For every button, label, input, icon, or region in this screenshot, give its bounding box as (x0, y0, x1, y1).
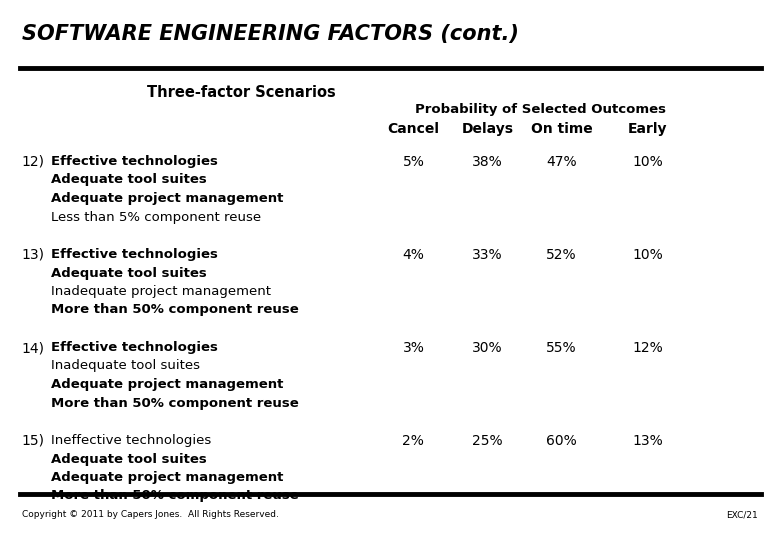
Text: More than 50% component reuse: More than 50% component reuse (51, 396, 299, 409)
Text: 3%: 3% (402, 341, 424, 355)
Text: 10%: 10% (632, 248, 663, 262)
Text: 60%: 60% (546, 434, 577, 448)
Text: 15): 15) (22, 434, 44, 448)
Text: Inadequate project management: Inadequate project management (51, 285, 271, 298)
Text: 2%: 2% (402, 434, 424, 448)
Text: Effective technologies: Effective technologies (51, 155, 218, 168)
Text: 38%: 38% (472, 155, 503, 169)
Text: 52%: 52% (546, 248, 577, 262)
Text: On time: On time (530, 122, 593, 136)
Text: More than 50% component reuse: More than 50% component reuse (51, 489, 299, 503)
Text: 47%: 47% (546, 155, 577, 169)
Text: Inadequate tool suites: Inadequate tool suites (51, 360, 200, 373)
Text: Cancel: Cancel (388, 122, 439, 136)
Text: SOFTWARE ENGINEERING FACTORS (cont.): SOFTWARE ENGINEERING FACTORS (cont.) (22, 24, 519, 44)
Text: Effective technologies: Effective technologies (51, 248, 218, 261)
Text: Less than 5% component reuse: Less than 5% component reuse (51, 211, 261, 224)
Text: Early: Early (628, 122, 667, 136)
Text: Adequate project management: Adequate project management (51, 471, 283, 484)
Text: 10%: 10% (632, 155, 663, 169)
Text: 5%: 5% (402, 155, 424, 169)
Text: Adequate project management: Adequate project management (51, 378, 283, 391)
Text: Adequate project management: Adequate project management (51, 192, 283, 205)
Text: 13%: 13% (632, 434, 663, 448)
Text: Ineffective technologies: Ineffective technologies (51, 434, 211, 447)
Text: 30%: 30% (472, 341, 503, 355)
Text: Probability of Selected Outcomes: Probability of Selected Outcomes (415, 103, 666, 116)
Text: Adequate tool suites: Adequate tool suites (51, 173, 207, 186)
Text: Delays: Delays (462, 122, 513, 136)
Text: 33%: 33% (472, 248, 503, 262)
Text: More than 50% component reuse: More than 50% component reuse (51, 303, 299, 316)
Text: Adequate tool suites: Adequate tool suites (51, 267, 207, 280)
Text: 13): 13) (22, 248, 44, 262)
Text: Adequate tool suites: Adequate tool suites (51, 453, 207, 465)
Text: 25%: 25% (472, 434, 503, 448)
Text: 12): 12) (22, 155, 44, 169)
Text: 55%: 55% (546, 341, 577, 355)
Text: Effective technologies: Effective technologies (51, 341, 218, 354)
Text: 12%: 12% (632, 341, 663, 355)
Text: Three-factor Scenarios: Three-factor Scenarios (147, 85, 336, 100)
Text: EXC/21: EXC/21 (726, 510, 758, 519)
Text: 14): 14) (22, 341, 44, 355)
Text: Copyright © 2011 by Capers Jones.  All Rights Reserved.: Copyright © 2011 by Capers Jones. All Ri… (22, 510, 278, 519)
Text: 4%: 4% (402, 248, 424, 262)
